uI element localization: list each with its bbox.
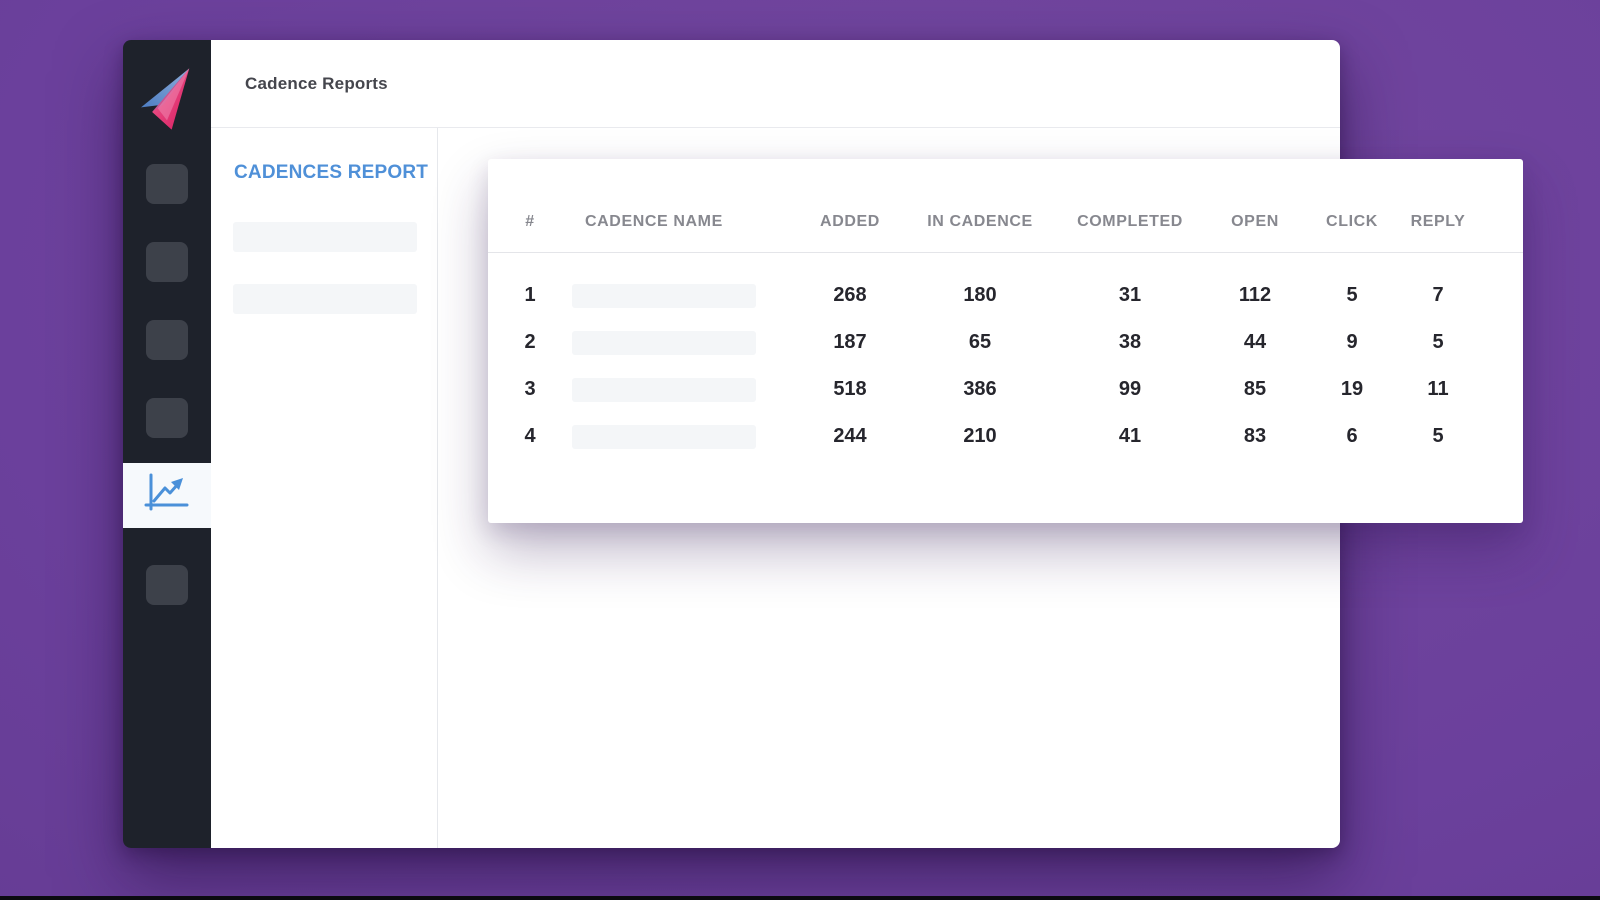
cell-cadence-name [572, 331, 788, 355]
cell-added: 244 [788, 425, 912, 448]
sidebar-item-placeholder-4[interactable] [146, 398, 188, 438]
topbar: Cadence Reports [211, 40, 1340, 128]
cell-added: 518 [788, 378, 912, 401]
table-header-row: # CADENCE NAME ADDED IN CADENCE COMPLETE… [488, 159, 1523, 253]
table-row[interactable]: 1 268 180 31 112 5 7 [488, 272, 1523, 319]
col-header-cadence-name: CADENCE NAME [572, 213, 788, 231]
table-row[interactable]: 3 518 386 99 85 19 11 [488, 366, 1523, 413]
cell-added: 268 [788, 284, 912, 307]
cell-click: 6 [1298, 425, 1406, 448]
cell-completed: 41 [1048, 425, 1212, 448]
cell-open: 83 [1212, 425, 1298, 448]
cell-click: 19 [1298, 378, 1406, 401]
cell-completed: 99 [1048, 378, 1212, 401]
cadence-name-placeholder [572, 425, 756, 449]
col-header-completed: COMPLETED [1048, 213, 1212, 231]
cell-in-cadence: 65 [912, 331, 1048, 354]
col-header-index: # [488, 213, 572, 231]
cell-index: 2 [488, 331, 572, 354]
sidebar-item-reports-active[interactable] [123, 463, 211, 528]
cell-index: 4 [488, 425, 572, 448]
cell-in-cadence: 386 [912, 378, 1048, 401]
sidebar-item-placeholder-2[interactable] [146, 242, 188, 282]
cadence-name-placeholder [572, 284, 756, 308]
screenshot-stage: Cadence Reports CADENCES REPORT # CADENC… [0, 0, 1600, 900]
cell-reply: 11 [1406, 378, 1470, 401]
cell-cadence-name [572, 425, 788, 449]
report-nav-panel: CADENCES REPORT [211, 128, 438, 848]
paper-plane-logo-icon [141, 66, 193, 132]
sidebar-item-placeholder-3[interactable] [146, 320, 188, 360]
cadences-report-heading: CADENCES REPORT [234, 162, 437, 184]
cadence-name-placeholder [572, 331, 756, 355]
cadence-name-placeholder [572, 378, 756, 402]
table-row[interactable]: 4 244 210 41 83 6 5 [488, 413, 1523, 460]
cadence-report-card: # CADENCE NAME ADDED IN CADENCE COMPLETE… [488, 159, 1523, 523]
cell-completed: 31 [1048, 284, 1212, 307]
cell-open: 85 [1212, 378, 1298, 401]
cell-open: 44 [1212, 331, 1298, 354]
cell-reply: 7 [1406, 284, 1470, 307]
cell-reply: 5 [1406, 331, 1470, 354]
cell-in-cadence: 210 [912, 425, 1048, 448]
col-header-click: CLICK [1298, 213, 1406, 231]
cell-index: 1 [488, 284, 572, 307]
page-title: Cadence Reports [245, 74, 388, 94]
cell-completed: 38 [1048, 331, 1212, 354]
filter-placeholder-2 [233, 284, 417, 314]
cell-click: 5 [1298, 284, 1406, 307]
bottom-edge-bar [0, 896, 1600, 900]
cell-index: 3 [488, 378, 572, 401]
cell-click: 9 [1298, 331, 1406, 354]
cell-cadence-name [572, 378, 788, 402]
line-chart-icon [144, 472, 190, 519]
col-header-in-cadence: IN CADENCE [912, 213, 1048, 231]
col-header-open: OPEN [1212, 213, 1298, 231]
col-header-added: ADDED [788, 213, 912, 231]
cell-reply: 5 [1406, 425, 1470, 448]
cell-added: 187 [788, 331, 912, 354]
sidebar-item-placeholder-1[interactable] [146, 164, 188, 204]
cell-open: 112 [1212, 284, 1298, 307]
sidebar-nav [123, 40, 211, 848]
table-row[interactable]: 2 187 65 38 44 9 5 [488, 319, 1523, 366]
cell-in-cadence: 180 [912, 284, 1048, 307]
table-body: 1 268 180 31 112 5 7 2 187 65 38 44 9 5 [488, 253, 1523, 460]
cell-cadence-name [572, 284, 788, 308]
col-header-reply: REPLY [1406, 213, 1470, 231]
filter-placeholder-1 [233, 222, 417, 252]
sidebar-item-placeholder-5[interactable] [146, 565, 188, 605]
